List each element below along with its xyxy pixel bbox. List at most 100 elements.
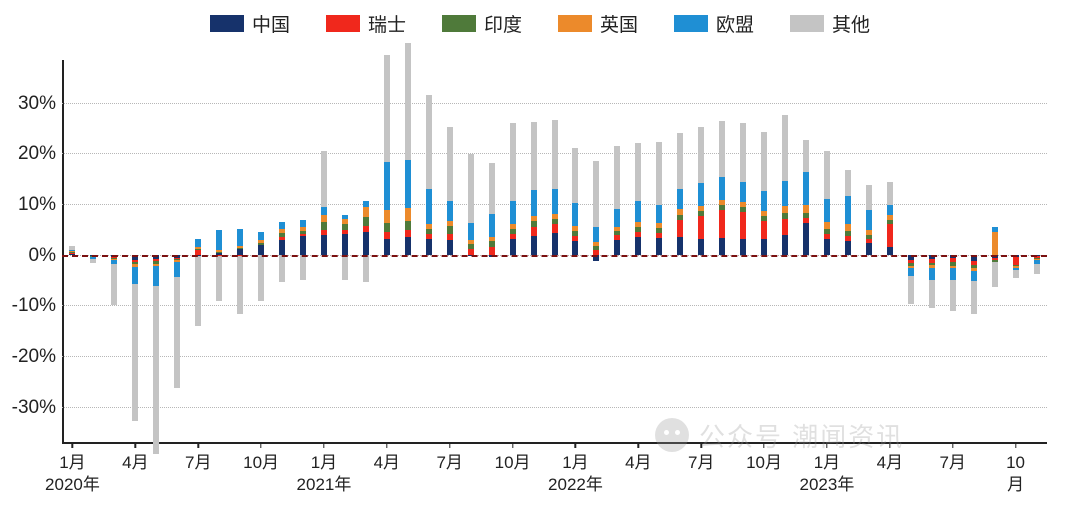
bar-segment-欧盟-2022-09[interactable] bbox=[740, 182, 746, 202]
bar-segment-印度-2021-08[interactable] bbox=[468, 244, 474, 249]
bar-segment-瑞士-2022-09[interactable] bbox=[740, 212, 746, 239]
bar-segment-欧盟-2020-04[interactable] bbox=[132, 267, 138, 285]
bar-column-2021-07[interactable] bbox=[447, 62, 453, 442]
bar-segment-其他-2021-08[interactable] bbox=[468, 154, 474, 222]
bar-segment-其他-2020-12[interactable] bbox=[300, 255, 306, 280]
bar-segment-其他-2023-09[interactable] bbox=[992, 262, 998, 287]
bar-segment-欧盟-2023-02[interactable] bbox=[845, 196, 851, 224]
bar-column-2020-10[interactable] bbox=[258, 62, 264, 442]
bar-segment-欧盟-2022-07[interactable] bbox=[698, 183, 704, 206]
bar-column-2022-05[interactable] bbox=[656, 62, 662, 442]
bar-segment-其他-2020-03[interactable] bbox=[111, 264, 117, 305]
bar-segment-中国-2022-11[interactable] bbox=[782, 235, 788, 255]
bar-segment-印度-2022-02[interactable] bbox=[593, 246, 599, 250]
bar-segment-欧盟-2020-10[interactable] bbox=[258, 232, 264, 240]
bar-segment-其他-2022-08[interactable] bbox=[719, 121, 725, 177]
bar-segment-瑞士-2022-01[interactable] bbox=[572, 236, 578, 241]
bar-column-2021-02[interactable] bbox=[342, 62, 348, 442]
bar-segment-欧盟-2021-01[interactable] bbox=[321, 207, 327, 215]
bar-segment-英国-2022-10[interactable] bbox=[761, 211, 767, 216]
bar-segment-印度-2022-01[interactable] bbox=[572, 231, 578, 236]
bar-segment-中国-2022-01[interactable] bbox=[572, 241, 578, 254]
bar-segment-英国-2022-01[interactable] bbox=[572, 226, 578, 231]
bar-segment-中国-2022-05[interactable] bbox=[656, 238, 662, 254]
bar-segment-欧盟-2023-07[interactable] bbox=[950, 268, 956, 281]
bar-segment-欧盟-2021-07[interactable] bbox=[447, 201, 453, 221]
bar-segment-英国-2021-12[interactable] bbox=[552, 214, 558, 219]
bar-segment-英国-2022-05[interactable] bbox=[656, 223, 662, 228]
bar-segment-印度-2020-10[interactable] bbox=[258, 243, 264, 245]
bar-segment-欧盟-2020-12[interactable] bbox=[300, 220, 306, 228]
bar-segment-欧盟-2020-09[interactable] bbox=[237, 229, 243, 247]
bar-segment-英国-2022-11[interactable] bbox=[782, 206, 788, 214]
bar-segment-瑞士-2023-01[interactable] bbox=[824, 234, 830, 239]
bar-segment-其他-2020-11[interactable] bbox=[279, 255, 285, 283]
bar-segment-其他-2020-06[interactable] bbox=[174, 277, 180, 388]
bar-segment-其他-2021-10[interactable] bbox=[510, 123, 516, 202]
bar-column-2020-02[interactable] bbox=[90, 62, 96, 442]
bar-segment-英国-2020-11[interactable] bbox=[279, 229, 285, 233]
bar-column-2023-03[interactable] bbox=[866, 62, 872, 442]
bar-segment-中国-2022-09[interactable] bbox=[740, 239, 746, 254]
bar-segment-瑞士-2020-11[interactable] bbox=[279, 237, 285, 240]
bar-segment-印度-2022-05[interactable] bbox=[656, 228, 662, 233]
bar-column-2021-01[interactable] bbox=[321, 62, 327, 442]
bar-segment-欧盟-2022-05[interactable] bbox=[656, 205, 662, 223]
bar-column-2023-05[interactable] bbox=[908, 62, 914, 442]
bar-column-2021-03[interactable] bbox=[363, 62, 369, 442]
bar-column-2022-04[interactable] bbox=[635, 62, 641, 442]
bar-segment-瑞士-2023-02[interactable] bbox=[845, 236, 851, 241]
bar-segment-其他-2021-07[interactable] bbox=[447, 127, 453, 200]
bar-segment-英国-2021-01[interactable] bbox=[321, 215, 327, 223]
bar-column-2021-08[interactable] bbox=[468, 62, 474, 442]
bar-segment-其他-2021-05[interactable] bbox=[405, 43, 411, 160]
bar-segment-其他-2021-06[interactable] bbox=[426, 95, 432, 189]
bar-segment-印度-2022-07[interactable] bbox=[698, 211, 704, 216]
bar-segment-其他-2023-01[interactable] bbox=[824, 151, 830, 199]
bar-segment-英国-2020-08[interactable] bbox=[216, 250, 222, 252]
bar-segment-瑞士-2021-03[interactable] bbox=[363, 226, 369, 233]
bar-column-2023-04[interactable] bbox=[887, 62, 893, 442]
bar-segment-中国-2021-04[interactable] bbox=[384, 239, 390, 254]
bar-segment-英国-2021-04[interactable] bbox=[384, 210, 390, 223]
bar-segment-欧盟-2020-06[interactable] bbox=[174, 262, 180, 277]
bar-column-2023-09[interactable] bbox=[992, 62, 998, 442]
bar-segment-中国-2021-02[interactable] bbox=[342, 234, 348, 254]
bar-segment-印度-2022-10[interactable] bbox=[761, 216, 767, 221]
bar-segment-印度-2021-02[interactable] bbox=[342, 224, 348, 230]
bar-column-2020-07[interactable] bbox=[195, 62, 201, 442]
bar-segment-英国-2021-02[interactable] bbox=[342, 219, 348, 224]
bar-column-2021-11[interactable] bbox=[531, 62, 537, 442]
bar-segment-英国-2021-08[interactable] bbox=[468, 240, 474, 244]
bar-segment-瑞士-2021-10[interactable] bbox=[510, 234, 516, 239]
bar-segment-印度-2022-08[interactable] bbox=[719, 205, 725, 210]
bar-segment-其他-2022-10[interactable] bbox=[761, 132, 767, 190]
bar-segment-其他-2020-05[interactable] bbox=[153, 286, 159, 453]
bar-segment-英国-2021-11[interactable] bbox=[531, 216, 537, 221]
bar-segment-其他-2022-02[interactable] bbox=[593, 161, 599, 227]
bar-segment-印度-2021-06[interactable] bbox=[426, 229, 432, 234]
bar-segment-瑞士-2021-06[interactable] bbox=[426, 234, 432, 239]
bar-segment-欧盟-2020-11[interactable] bbox=[279, 222, 285, 230]
bar-segment-欧盟-2020-05[interactable] bbox=[153, 266, 159, 286]
bar-segment-中国-2022-07[interactable] bbox=[698, 239, 704, 255]
bar-segment-欧盟-2022-02[interactable] bbox=[593, 227, 599, 242]
bar-segment-其他-2023-11[interactable] bbox=[1034, 264, 1040, 274]
bar-segment-其他-2022-03[interactable] bbox=[614, 146, 620, 209]
bar-segment-欧盟-2021-02[interactable] bbox=[342, 215, 348, 220]
bar-segment-瑞士-2022-08[interactable] bbox=[719, 210, 725, 238]
bar-column-2020-01[interactable] bbox=[69, 62, 75, 442]
bar-segment-瑞士-2023-04[interactable] bbox=[887, 224, 893, 247]
bar-segment-其他-2020-08[interactable] bbox=[216, 256, 222, 302]
bar-segment-其他-2020-09[interactable] bbox=[237, 256, 243, 314]
bar-segment-印度-2021-03[interactable] bbox=[363, 217, 369, 226]
bar-segment-其他-2021-11[interactable] bbox=[531, 122, 537, 190]
bar-segment-其他-2022-09[interactable] bbox=[740, 123, 746, 181]
bar-segment-中国-2023-01[interactable] bbox=[824, 239, 830, 254]
bar-segment-中国-2022-10[interactable] bbox=[761, 239, 767, 255]
bar-segment-英国-2020-09[interactable] bbox=[237, 246, 243, 248]
bars-group[interactable] bbox=[62, 62, 1047, 442]
bar-segment-中国-2022-03[interactable] bbox=[614, 240, 620, 254]
bar-column-2022-01[interactable] bbox=[572, 62, 578, 442]
bar-segment-印度-2022-04[interactable] bbox=[635, 227, 641, 232]
